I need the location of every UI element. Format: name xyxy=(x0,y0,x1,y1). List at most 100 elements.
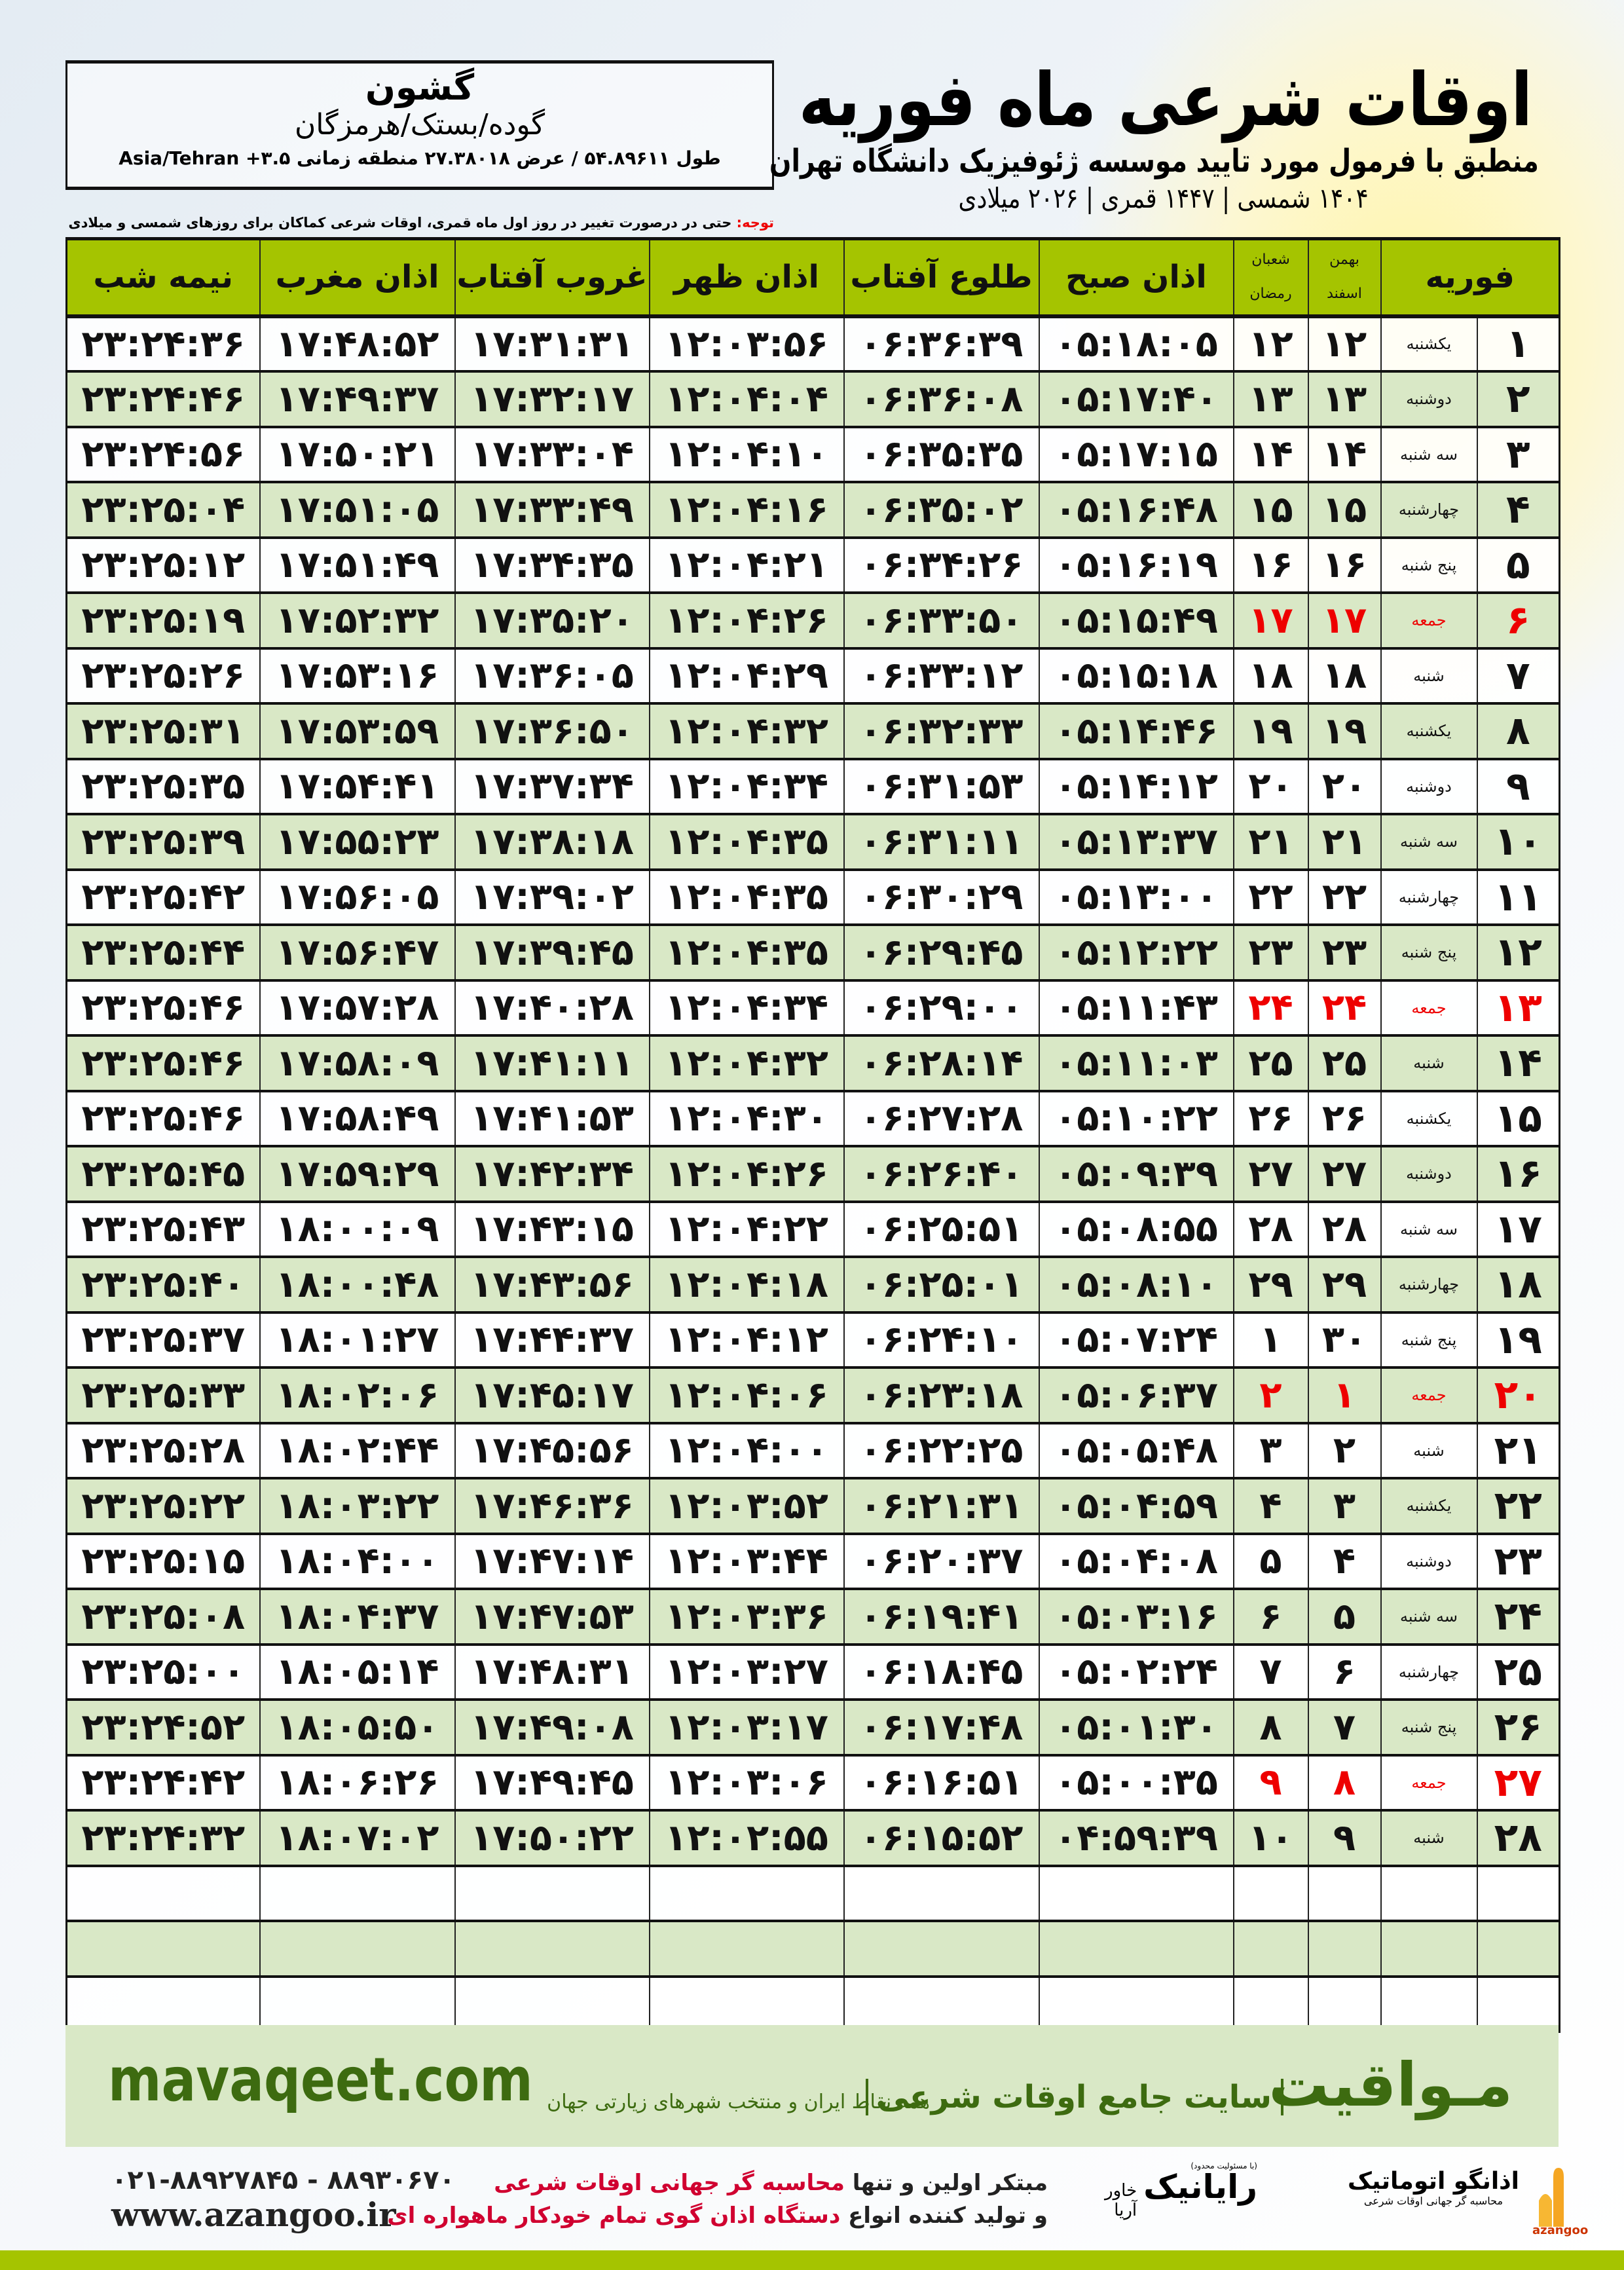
time-cell: ۰۶:۳۲:۳۳ xyxy=(843,703,1039,760)
time-cell: ۲۳:۲۵:۴۵ xyxy=(65,1146,260,1203)
empty-cell xyxy=(1232,1976,1308,2033)
time-cell: ۱۸:۰۰:۴۸ xyxy=(259,1257,455,1314)
time-cell: ۰۶:۳۳:۱۲ xyxy=(843,648,1039,705)
weekday: یکشنبه xyxy=(1380,1478,1477,1535)
time-cell: ۱۷:۵۳:۱۶ xyxy=(259,648,455,705)
azangoo-website[interactable]: www.azangoo.ir xyxy=(111,2195,396,2234)
table-row: ۵ پنج شنبه ۱۶ ۱۶ ۰۵:۱۶:۱۹ ۰۶:۳۴:۲۶ ۱۲:۰۴:۲۱ ۱۷:… xyxy=(65,537,1560,594)
day-number: ۱۲ xyxy=(1476,925,1560,982)
table-row: ۷ شنبه ۱۸ ۱۸ ۰۵:۱۵:۱۸ ۰۶:۳۳:۱۲ ۱۲:۰۴:۲۹ ۱۷:۳۶:۰… xyxy=(65,648,1560,705)
empty-cell xyxy=(1476,1921,1560,1978)
time-cell: ۱۸:۰۶:۲۶ xyxy=(259,1755,455,1812)
time-cell: ۱۷:۵۸:۴۹ xyxy=(259,1090,455,1147)
empty-cell xyxy=(1307,1976,1381,2033)
table-header: فوریه بهمن اسفند شعبان رمضان اذان صبح طلوع … xyxy=(65,238,1560,318)
time-cell: ۱۷:۴۷:۱۴ xyxy=(454,1533,650,1590)
time-cell: ۰۶:۱۶:۵۱ xyxy=(843,1755,1039,1812)
qamari-day: ۱۴ xyxy=(1232,426,1308,483)
time-cell: ۲۳:۲۵:۴۶ xyxy=(65,1035,260,1092)
table-row: ۸ یکشنبه ۱۹ ۱۹ ۰۵:۱۴:۴۶ ۰۶:۳۲:۳۳ ۱۲:۰۴:۳۲ ۱۷:۳۶… xyxy=(65,703,1560,760)
table-row: ۲۲ یکشنبه ۳ ۴ ۰۵:۰۴:۵۹ ۰۶:۲۱:۳۱ ۱۲:۰۳:۵۲ ۱۷:۴۶:… xyxy=(65,1478,1560,1535)
azangoo-tagline: محاسبه گر جهانی اوقات شرعی xyxy=(1363,2195,1504,2207)
table-row: ۱ یکشنبه ۱۲ ۱۲ ۰۵:۱۸:۰۵ ۰۶:۳۶:۳۹ ۱۲:۰۳:۵۶ ۱۷:۳۱… xyxy=(65,316,1560,373)
qamari-day: ۷ xyxy=(1232,1644,1308,1701)
empty-cell xyxy=(65,1921,260,1978)
time-cell: ۱۸:۰۵:۱۴ xyxy=(259,1644,455,1701)
empty-cell xyxy=(648,1865,844,1922)
time-cell: ۲۳:۲۵:۳۳ xyxy=(65,1368,260,1424)
qamari-day: ۳ xyxy=(1232,1423,1308,1479)
qamari-day: ۱۸ xyxy=(1232,648,1308,705)
header-time-2: اذان ظهر xyxy=(648,238,844,318)
weekday: جمعه xyxy=(1380,1755,1477,1812)
time-cell: ۰۵:۱۰:۲۲ xyxy=(1038,1090,1234,1147)
day-number: ۱۵ xyxy=(1476,1090,1560,1147)
phone-numbers: ۰۲۱-۸۸۹۲۷۸۴۵ - ۸۸۹۳۰۶۷۰ xyxy=(111,2165,455,2195)
bottom-bar xyxy=(0,2250,1624,2270)
time-cell: ۱۲:۰۴:۰۴ xyxy=(648,371,844,428)
time-cell: ۱۷:۳۶:۰۵ xyxy=(454,648,650,705)
time-cell: ۰۶:۳۴:۲۶ xyxy=(843,537,1039,594)
table-row: ۳ سه شنبه ۱۴ ۱۴ ۰۵:۱۷:۱۵ ۰۶:۳۵:۳۵ ۱۲:۰۴:۱۰ ۱۷:۳… xyxy=(65,426,1560,483)
note-label: توجه: xyxy=(736,215,774,231)
weekday: یکشنبه xyxy=(1380,703,1477,760)
table-row: ۲۸ شنبه ۹ ۱۰ ۰۴:۵۹:۳۹ ۰۶:۱۵:۵۲ ۱۲:۰۲:۵۵ ۱۷:۵۰:۲… xyxy=(65,1810,1560,1867)
weekday: شنبه xyxy=(1380,1035,1477,1092)
time-cell: ۱۷:۵۹:۲۹ xyxy=(259,1146,455,1203)
table-row: ۲۷ جمعه ۸ ۹ ۰۵:۰۰:۳۵ ۰۶:۱۶:۵۱ ۱۲:۰۳:۰۶ ۱۷:۴۹:۴۵… xyxy=(65,1755,1560,1812)
table-row: ۱۰ سه شنبه ۲۱ ۲۱ ۰۵:۱۳:۳۷ ۰۶:۳۱:۱۱ ۱۲:۰۴:۳۵ ۱۷:… xyxy=(65,814,1560,871)
shamsi-day: ۲۸ xyxy=(1307,1201,1381,1258)
shamsi-day: ۷ xyxy=(1307,1700,1381,1757)
weekday: پنج شنبه xyxy=(1380,925,1477,982)
qamari-day: ۹ xyxy=(1232,1755,1308,1812)
time-cell: ۰۶:۲۵:۵۱ xyxy=(843,1201,1039,1258)
day-number: ۱۸ xyxy=(1476,1257,1560,1314)
time-cell: ۱۲:۰۴:۱۸ xyxy=(648,1257,844,1314)
time-cell: ۰۵:۱۳:۳۷ xyxy=(1038,814,1234,871)
table-row: ۱۶ دوشنبه ۲۷ ۲۷ ۰۵:۰۹:۳۹ ۰۶:۲۶:۴۰ ۱۲:۰۴:۲۶ ۱۷:۴… xyxy=(65,1146,1560,1203)
shamsi-day: ۲۰ xyxy=(1307,758,1381,815)
time-cell: ۱۷:۵۰:۲۱ xyxy=(259,426,455,483)
shamsi-day: ۲۱ xyxy=(1307,814,1381,871)
minaret-icon: azangoo xyxy=(1532,2161,1588,2237)
weekday: چهارشنبه xyxy=(1380,1644,1477,1701)
empty-cell xyxy=(1476,1865,1560,1922)
calendar-years: ۱۴۰۴ شمسی | ۱۴۴۷ قمری | ۲۰۲۶ میلادی xyxy=(958,182,1369,214)
time-cell: ۱۲:۰۴:۱۰ xyxy=(648,426,844,483)
sponsor-footer: azangoo اذانگو اتوماتیک محاسبه گر جهانی … xyxy=(0,2161,1624,2246)
time-cell: ۱۷:۵۴:۴۱ xyxy=(259,758,455,815)
shamsi-day: ۱۶ xyxy=(1307,537,1381,594)
prayer-times-table: فوریه بهمن اسفند شعبان رمضان اذان صبح طلوع … xyxy=(65,237,1561,2033)
time-cell: ۰۶:۳۱:۱۱ xyxy=(843,814,1039,871)
time-cell: ۰۵:۰۸:۵۵ xyxy=(1038,1201,1234,1258)
qamari-day: ۲۹ xyxy=(1232,1257,1308,1314)
time-cell: ۱۲:۰۳:۱۷ xyxy=(648,1700,844,1757)
empty-cell xyxy=(843,1976,1039,2033)
site-link[interactable]: mavaqeet.com xyxy=(108,2045,533,2115)
time-cell: ۱۷:۴۵:۵۶ xyxy=(454,1423,650,1479)
qamari-day: ۲۴ xyxy=(1232,980,1308,1037)
time-cell: ۱۷:۴۹:۳۷ xyxy=(259,371,455,428)
time-cell: ۰۶:۱۵:۵۲ xyxy=(843,1810,1039,1867)
time-cell: ۱۲:۰۴:۳۲ xyxy=(648,703,844,760)
day-number: ۵ xyxy=(1476,537,1560,594)
shamsi-day: ۲۳ xyxy=(1307,925,1381,982)
time-cell: ۱۲:۰۳:۴۴ xyxy=(648,1533,844,1590)
time-cell: ۰۶:۲۶:۴۰ xyxy=(843,1146,1039,1203)
time-cell: ۱۲:۰۴:۲۶ xyxy=(648,1146,844,1203)
shamsi-day: ۲۷ xyxy=(1307,1146,1381,1203)
note: توجه: حتی در درصورت تغییر در روز اول ماه… xyxy=(65,215,774,231)
weekday: شنبه xyxy=(1380,1810,1477,1867)
time-cell: ۱۷:۴۸:۵۲ xyxy=(259,316,455,373)
shamsi-day: ۲۵ xyxy=(1307,1035,1381,1092)
time-cell: ۲۳:۲۵:۳۷ xyxy=(65,1312,260,1369)
time-cell: ۲۳:۲۵:۰۴ xyxy=(65,482,260,539)
qamari-day: ۱۷ xyxy=(1232,593,1308,650)
mavaqeet-banner: مـواقیت سایت جامع اوقات شرعی همه نقاط ای… xyxy=(65,2025,1559,2147)
time-cell: ۱۷:۴۳:۵۶ xyxy=(454,1257,650,1314)
time-cell: ۰۵:۰۳:۱۶ xyxy=(1038,1589,1234,1646)
empty-row xyxy=(65,1921,1560,1978)
shamsi-day: ۱۷ xyxy=(1307,593,1381,650)
time-cell: ۱۲:۰۴:۱۲ xyxy=(648,1312,844,1369)
shamsi-day: ۳ xyxy=(1307,1478,1381,1535)
